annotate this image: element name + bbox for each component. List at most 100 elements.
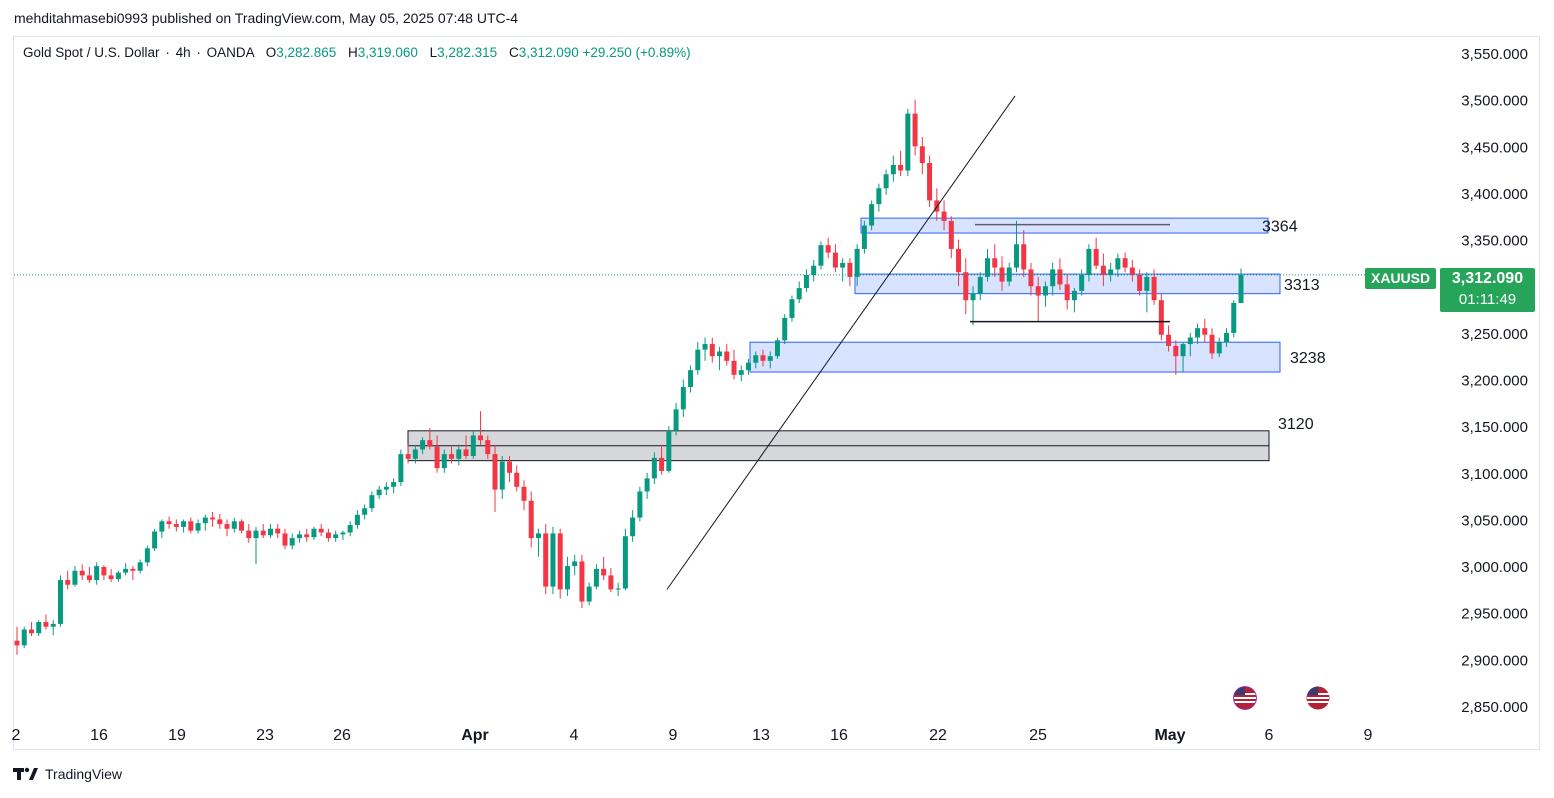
candle-body [1238,275,1244,304]
candle-body [731,360,737,375]
bar-countdown: 01:11:49 [1458,291,1517,308]
candle-body [702,344,708,350]
candle-body [782,317,788,341]
high-label: H [348,45,358,60]
candle-body [963,272,969,301]
candle-body [615,588,621,590]
time-tick-label: 6 [1265,727,1274,744]
current-price-label: 3,312.090 01:11:49 [1440,268,1535,312]
candle-body [441,454,447,469]
candle-body [72,570,78,585]
low-label: L [429,45,438,60]
current-price: 3,312.090 [1451,270,1524,287]
candle-body [1013,244,1019,268]
candle-body [210,517,216,520]
candle-body [528,500,534,539]
candle-body [427,440,433,447]
chart-pane[interactable] [13,36,1540,750]
time-tick-label: May [1154,727,1185,744]
candle-body [50,623,56,627]
candle-body [354,514,360,526]
candle-body [267,528,273,536]
tradingview-brand[interactable]: TradingView [13,766,122,782]
candles-layer [14,99,1244,655]
candle-body [275,528,281,534]
price-axis: 3,550.000 3,500.000 3,450.000 3,400.000 3,35… [1461,46,1528,716]
candle-body [130,568,136,571]
us-flag-icon[interactable] [1233,686,1257,710]
lines-layer [14,95,1365,590]
candle-body [919,146,925,164]
candle-body [869,204,875,226]
candle-body [318,528,324,533]
trendline [666,95,1016,590]
candle-body [608,575,614,590]
price-tick-label: 3,400.000 [1461,186,1528,203]
time-tick-label: 23 [256,727,274,744]
candle-body [709,344,715,357]
candle-body [470,435,476,456]
candle-body [398,454,404,483]
candle-body [659,457,665,471]
zone-label: 3238 [1290,350,1326,367]
candle-body [818,245,824,266]
candle-body [492,454,498,490]
candle-body [572,561,578,567]
candle-body [65,580,71,585]
candle-body [796,288,802,300]
candle-body [1064,284,1070,301]
candle-body [166,521,172,525]
time-tick-label: Apr [461,727,489,744]
candle-body [695,349,701,371]
candle-body [57,580,63,624]
us-flag-icon[interactable] [1306,686,1330,710]
candle-body [202,517,208,524]
candle-body [101,567,107,576]
candle-body [746,362,752,371]
time-tick-label: 13 [752,727,770,744]
candle-body [246,530,252,539]
candle-body [876,188,882,205]
candle-body [840,262,846,268]
candle-body [579,561,585,602]
candle-body [434,446,440,469]
candle-body [1006,267,1012,282]
time-tick-label: 9 [1364,727,1373,744]
open-value: 3,282.865 [276,45,337,60]
candle-body [861,225,867,249]
time-tick-label: 22 [929,727,947,744]
candle-body [239,521,245,531]
candle-body [803,275,809,289]
candle-body [506,461,512,473]
candle-body [79,570,85,576]
candle-body [992,258,998,268]
candle-body [601,568,607,576]
candle-body [217,519,223,525]
symbol-legend[interactable]: Gold Spot / U.S. Dollar · 4h · OANDA O3,… [23,45,691,60]
candle-body [195,523,201,531]
candle-body [159,521,165,532]
candle-body [912,113,918,147]
candle-body [94,566,100,581]
tradingview-logo-icon [13,767,38,780]
candle-body [1137,275,1143,291]
candle-body [1050,269,1056,287]
zone-label: 3120 [1278,416,1314,433]
candle-body [1057,269,1063,285]
price-tick-label: 3,000.000 [1461,559,1528,576]
candle-body [224,524,230,529]
candle-body [485,440,491,455]
candle-body [717,351,723,357]
candle-body [296,534,302,539]
candle-body [21,629,27,646]
low-value: 3,282.315 [437,45,498,60]
time-tick-label: 25 [1029,727,1047,744]
candle-body [478,435,484,441]
open-label: O [265,45,277,60]
candle-body [43,622,49,627]
price-tick-label: 3,150.000 [1461,419,1528,436]
candle-body [644,478,650,492]
candle-body [593,568,599,587]
ticker-tag: XAUUSD [1365,268,1437,289]
